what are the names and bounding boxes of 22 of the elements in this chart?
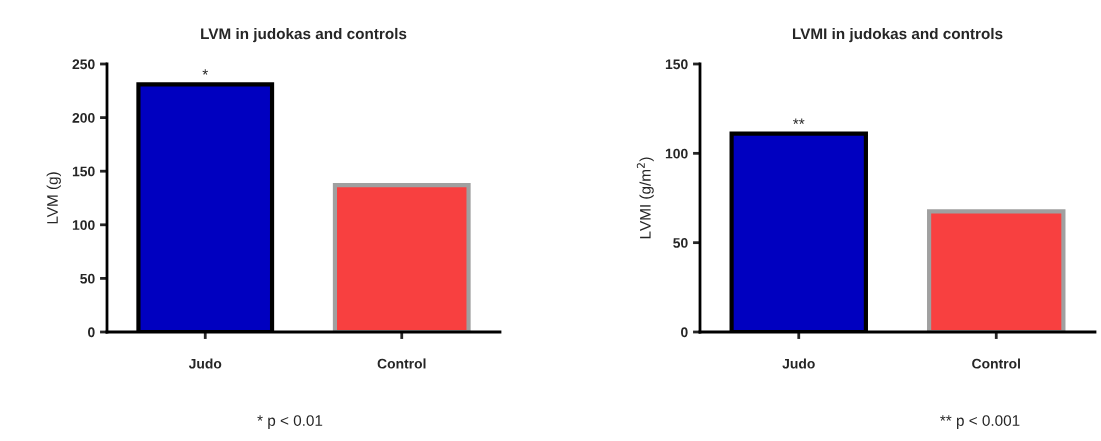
x-tick-label: Control	[377, 358, 426, 369]
text: ** p < 0.001	[940, 415, 1020, 429]
annotation: *	[202, 69, 208, 75]
y-tick-label: 250	[72, 59, 95, 70]
y-tick-label: 50	[80, 273, 95, 284]
text: * p < 0.01	[257, 415, 323, 429]
y-tick-label: 150	[665, 59, 688, 70]
x-tick-label: Control	[972, 358, 1020, 369]
y-tick-label: 50	[673, 238, 688, 248]
y-tick-label: 100	[665, 148, 688, 159]
x-tick-label: Judo	[782, 358, 815, 369]
y-tick-label: 200	[72, 112, 95, 123]
y-tick-label: 150	[72, 166, 95, 177]
y-axis-title: LVM (g)	[46, 172, 61, 224]
annotation: **	[793, 118, 805, 124]
chart-title: LVM in judokas and controls	[201, 27, 407, 43]
y-tick-label: 0	[88, 327, 95, 338]
chart-title: LVMI in judokas and controls	[792, 27, 1003, 43]
y-axis-title: LVMI (g/m$^{2}$)	[636, 157, 654, 239]
y-tick-label: 0	[681, 327, 688, 338]
y-tick-label: 100	[72, 220, 95, 230]
x-tick-label: Judo	[188, 358, 222, 369]
